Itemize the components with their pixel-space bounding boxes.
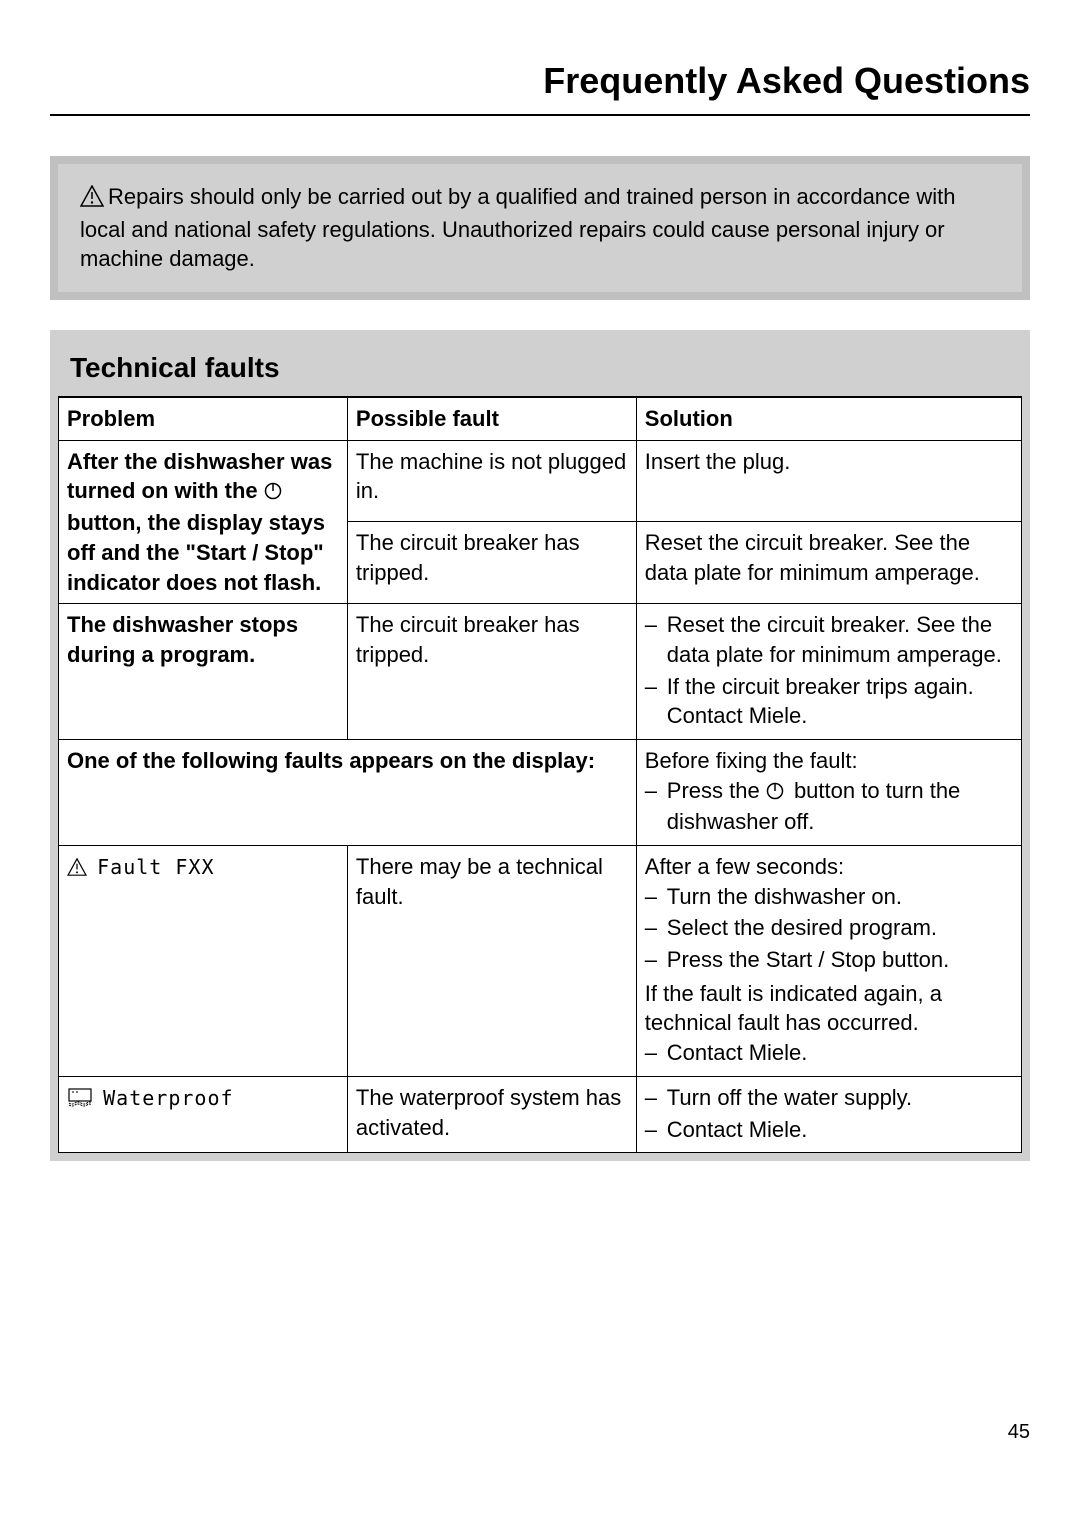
problem-text-part2: button, the display stays off and the "S… (67, 510, 325, 594)
fault-code-label: Fault FXX (97, 855, 214, 879)
cell-fault: There may be a technical fault. (347, 846, 636, 1077)
solution-item: Turn the dishwasher on. (645, 882, 1013, 912)
solution-item: Contact Miele. (645, 1115, 1013, 1145)
cell-problem: Waterproof (59, 1076, 348, 1152)
fault-code-label: Waterproof (103, 1086, 233, 1110)
table-header-row: Problem Possible fault Solution (59, 398, 1022, 441)
cell-problem: Fault FXX (59, 846, 348, 1077)
header-problem: Problem (59, 398, 348, 441)
cell-solution: Reset the circuit breaker. See the data … (636, 604, 1021, 740)
solution-item: Turn off the water supply. (645, 1083, 1013, 1113)
header-fault: Possible fault (347, 398, 636, 441)
cell-problem: The dishwasher stops during a program. (59, 604, 348, 740)
section-heading: Technical faults (58, 338, 1022, 397)
solution-intro: Before fixing the fault: (645, 746, 1013, 776)
cell-fault: The circuit breaker has tripped. (347, 604, 636, 740)
table-row: One of the following faults appears on t… (59, 739, 1022, 845)
solution-item: Contact Miele. (645, 1038, 1013, 1068)
solution-item: Select the desired program. (645, 913, 1013, 943)
table-row: The dishwasher stops during a program. T… (59, 604, 1022, 740)
warning-triangle-icon (80, 185, 104, 215)
cell-fault: The machine is not plugged in. (347, 440, 636, 522)
solution-intro: After a few seconds: (645, 852, 1013, 882)
cell-problem-wide: One of the following faults appears on t… (59, 739, 637, 845)
problem-text-part1: After the dishwasher was turned on with … (67, 449, 332, 504)
technical-faults-table: Problem Possible fault Solution After th… (58, 397, 1022, 1153)
table-row: Fault FXX There may be a technical fault… (59, 846, 1022, 1077)
header-solution: Solution (636, 398, 1021, 441)
cell-solution: Reset the circuit breaker. See the data … (636, 522, 1021, 604)
waterproof-icon (67, 1085, 93, 1115)
cell-fault: The circuit breaker has tripped. (347, 522, 636, 604)
power-icon (766, 778, 784, 808)
solution-item: Press the Start / Stop button. (645, 945, 1013, 975)
cell-solution: Before fixing the fault: Press the butto… (636, 739, 1021, 845)
faults-table-wrapper: Technical faults Problem Possible fault … (50, 330, 1030, 1161)
page-number: 45 (50, 1421, 1030, 1444)
solution-item: If the circuit breaker trips again. Cont… (645, 672, 1013, 731)
cell-problem: After the dishwasher was turned on with … (59, 440, 348, 603)
page-title: Frequently Asked Questions (50, 60, 1030, 116)
solution-item: Press the button to turn the dishwasher … (645, 776, 1013, 837)
table-row: Waterproof The waterproof system has act… (59, 1076, 1022, 1152)
cell-solution: Turn off the water supply. Contact Miele… (636, 1076, 1021, 1152)
solution-paragraph: If the fault is indicated again, a techn… (645, 979, 1013, 1038)
warning-triangle-icon (67, 854, 87, 884)
warning-box: Repairs should only be carried out by a … (50, 156, 1030, 300)
solution-item: Reset the circuit breaker. See the data … (645, 610, 1013, 669)
warning-text: Repairs should only be carried out by a … (80, 184, 956, 271)
cell-solution: After a few seconds: Turn the dishwasher… (636, 846, 1021, 1077)
power-icon (264, 478, 282, 508)
table-row: After the dishwasher was turned on with … (59, 440, 1022, 522)
solution-text-pre: Press the (667, 778, 766, 803)
cell-solution: Insert the plug. (636, 440, 1021, 522)
cell-fault: The waterproof system has activated. (347, 1076, 636, 1152)
